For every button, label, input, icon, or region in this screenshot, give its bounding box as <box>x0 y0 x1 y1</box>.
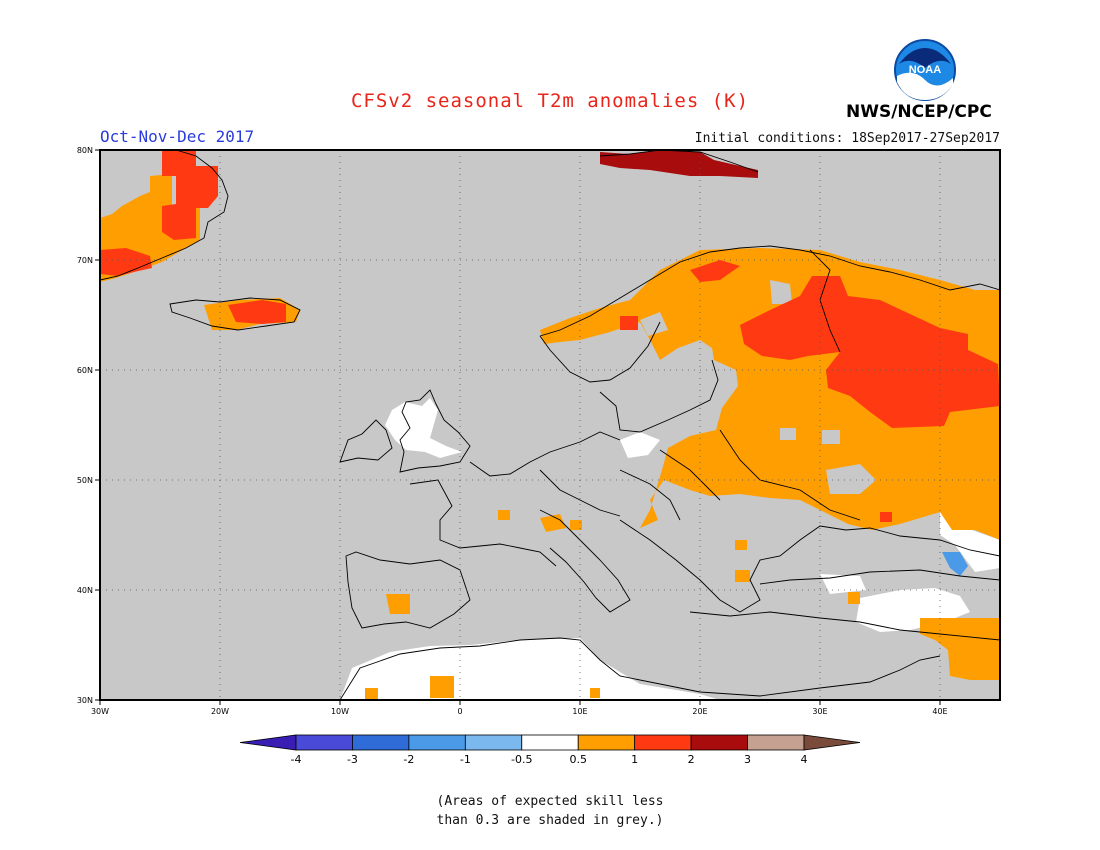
graticule <box>100 150 1000 700</box>
latitude-tick-label: 40N <box>77 586 93 595</box>
latitude-tick-label: 50N <box>77 476 93 485</box>
longitude-tick-label: 40E <box>932 707 947 716</box>
map-frame <box>99 149 1001 701</box>
colorbar-bin <box>521 734 579 751</box>
colorbar-label: -1 <box>460 753 471 766</box>
latitude-tick-label: 70N <box>77 256 93 265</box>
colorbar-label: 3 <box>744 753 751 766</box>
longitude-tick-label: 0 <box>457 707 462 716</box>
colorbar-bin <box>352 734 410 751</box>
latitude-tick-label: 60N <box>77 366 93 375</box>
longitude-tick-label: 10E <box>572 707 587 716</box>
colorbar-label: 4 <box>801 753 808 766</box>
colorbar-bin <box>408 734 466 751</box>
longitude-labels: 30W 20W 10W 0 10E 20E 30E 40E <box>91 707 948 716</box>
colorbar-label: 0.5 <box>569 753 587 766</box>
colorbar-bin <box>803 734 861 751</box>
anomaly-1-2-regions <box>100 150 1000 522</box>
colorbar-bin <box>634 734 692 751</box>
colorbar-bin <box>464 734 523 751</box>
colorbar: -4 -3 -2 -1 -0.5 0.5 1 2 3 4 <box>239 734 861 766</box>
coastlines <box>100 150 1000 700</box>
noaa-logo-icon: NOAA <box>894 39 956 101</box>
colorbar-bin <box>690 734 748 751</box>
chart-title: CFSv2 seasonal T2m anomalies (K) <box>350 90 750 112</box>
colorbar-bin <box>747 734 805 751</box>
longitude-tick-label: 30E <box>812 707 827 716</box>
skill-note: (Areas of expected skill less than 0.3 a… <box>0 792 1100 830</box>
latitude-tick-label: 30N <box>77 696 93 705</box>
colorbar-bin <box>295 734 353 751</box>
skill-note-line-1: (Areas of expected skill less <box>436 794 664 809</box>
anomaly-2-3-region <box>600 150 758 178</box>
colorbar-label: -4 <box>291 753 302 766</box>
colorbar-label: -2 <box>403 753 414 766</box>
colorbar-label: -0.5 <box>511 753 532 766</box>
initial-conditions-label: Initial conditions: 18Sep2017-27Sep2017 <box>694 131 1000 146</box>
colorbar-bin <box>577 734 636 751</box>
longitude-tick-label: 10W <box>331 707 349 716</box>
colorbar-label: 1 <box>631 753 638 766</box>
skill-note-line-2: than 0.3 are shaded in grey.) <box>436 813 664 828</box>
longitude-tick-label: 20E <box>692 707 707 716</box>
colorbar-label: 2 <box>688 753 695 766</box>
longitude-tick-label: 20W <box>211 707 229 716</box>
axis-ticks <box>95 149 941 705</box>
longitude-tick-label: 30W <box>91 707 109 716</box>
colorbar-label: -3 <box>347 753 358 766</box>
noaa-logo-text: NOAA <box>909 64 941 76</box>
colorbar-bin <box>239 734 297 751</box>
agency-label: NWS/NCEP/CPC <box>846 102 992 122</box>
anomaly-negative-region <box>942 552 968 576</box>
latitude-tick-label: 80N <box>77 146 93 155</box>
latitude-labels: 80N 70N 60N 50N 40N 30N <box>77 146 93 705</box>
season-label: Oct-Nov-Dec 2017 <box>100 127 255 146</box>
